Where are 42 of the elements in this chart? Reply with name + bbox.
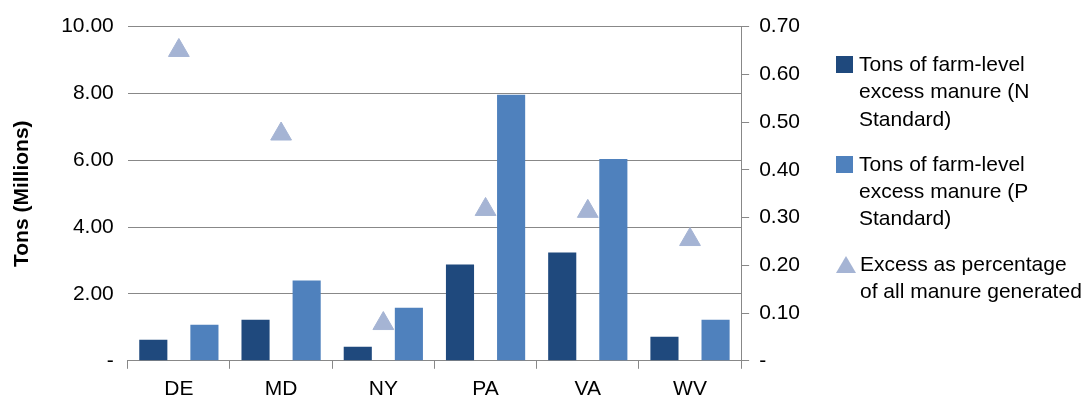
bar (241, 319, 270, 361)
legend-label: Tons of farm-level excess manure (N Standard) (859, 51, 1031, 132)
bar (445, 264, 475, 361)
point (167, 37, 190, 57)
bar (497, 94, 526, 361)
y-tick-label: - (106, 347, 114, 371)
point (679, 227, 701, 247)
legend-label: Tons of farm-level excess manure (P Standard) (859, 150, 1029, 232)
bar (292, 280, 321, 361)
bar (343, 346, 372, 361)
y-tick-label: 2.00 (72, 280, 114, 304)
y2-tick-label: - (759, 347, 767, 371)
y-tick-label: 4.00 (72, 213, 114, 237)
y-tick-label: 10.00 (61, 13, 114, 37)
y2-tick-label: 0.40 (759, 156, 800, 180)
x-tick-label: NY (368, 376, 398, 400)
x-tick-label: MD (264, 376, 298, 400)
bar (548, 252, 577, 361)
y2-tick-label: 0.10 (759, 299, 800, 323)
y2-tick-label: 0.70 (759, 13, 800, 37)
bar (701, 319, 730, 361)
bar (394, 307, 423, 361)
x-tick-label: PA (472, 376, 499, 400)
y2-tick-label: 0.30 (759, 204, 800, 228)
x-tick-label: WV (673, 376, 707, 400)
y2-tick-label: 0.60 (759, 61, 800, 85)
y2-tick-label: 0.50 (759, 108, 800, 132)
bar (190, 324, 219, 361)
y-axis-title: Tons (Millions) (9, 120, 33, 267)
y-tick-label: 8.00 (72, 80, 114, 104)
bar (139, 339, 168, 361)
point (372, 311, 395, 331)
y2-tick-label: 0.20 (759, 252, 800, 276)
legend-label: Excess as percentage of all manure generated (860, 250, 1083, 305)
y-tick-label: 6.00 (72, 147, 114, 171)
x-tick-label: DE (164, 376, 194, 400)
x-tick-label: VA (574, 376, 602, 400)
bar (599, 158, 628, 361)
point (576, 198, 599, 218)
point (270, 121, 292, 141)
bar (650, 336, 679, 361)
point (474, 196, 497, 216)
